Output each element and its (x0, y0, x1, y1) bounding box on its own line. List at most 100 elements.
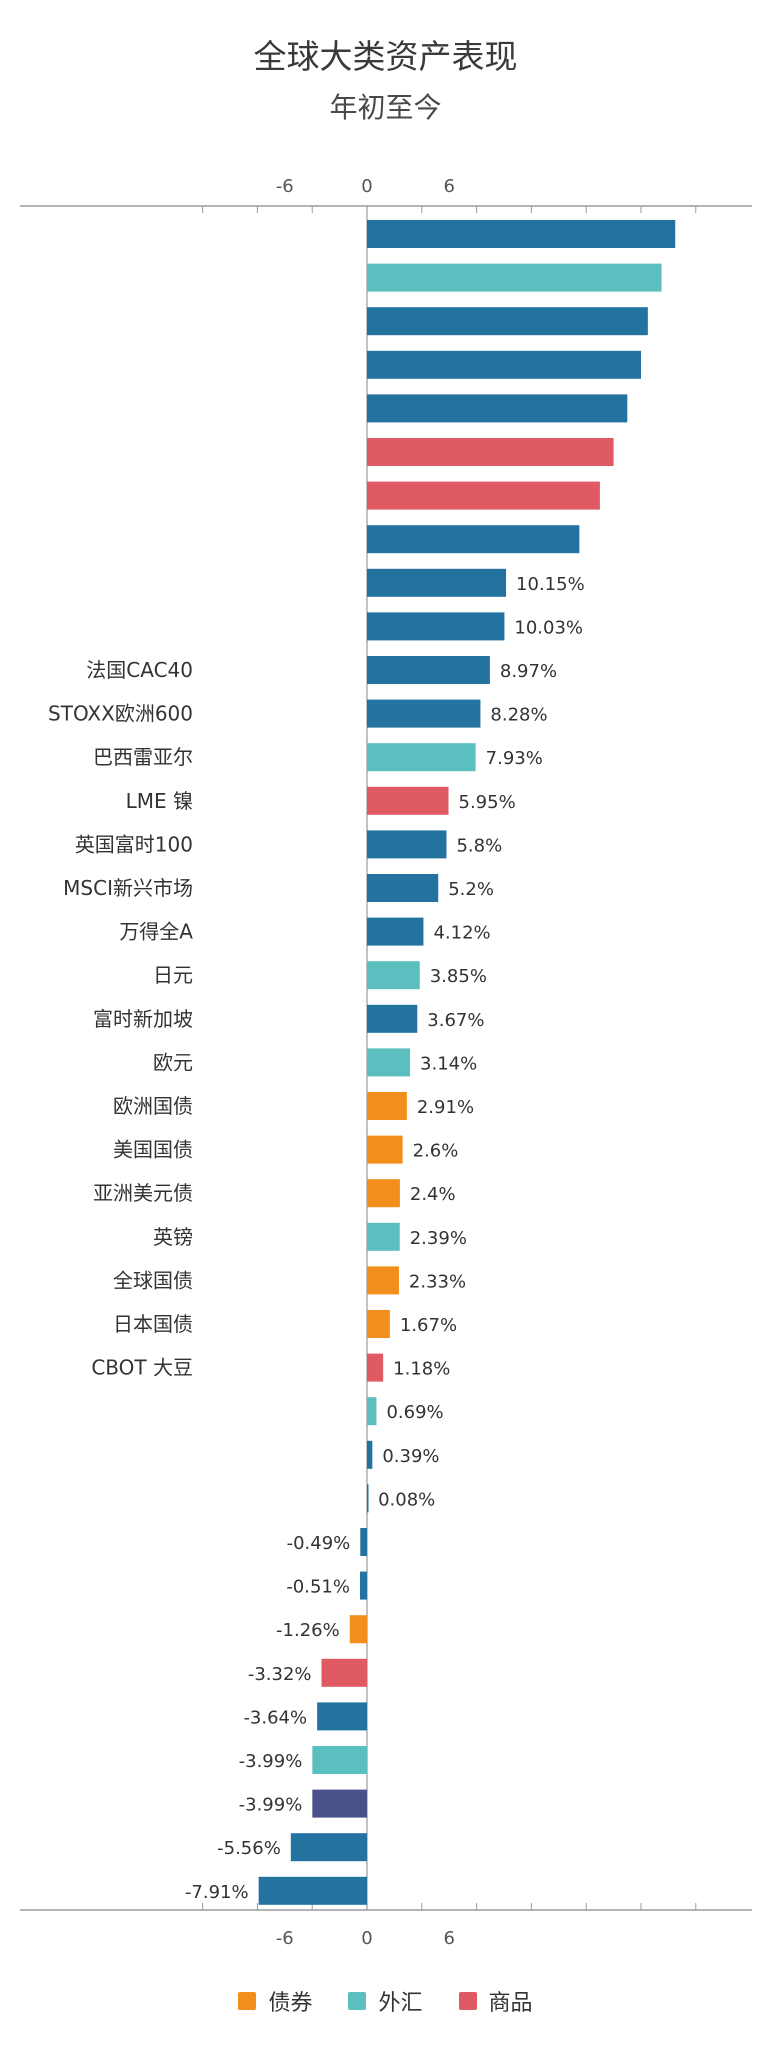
category-label: 富时新加坡 (93, 1007, 193, 1031)
bar (317, 1702, 367, 1731)
bar-value-label: 3.67% (427, 1010, 484, 1031)
category-label: 英镑 (153, 1225, 193, 1249)
bottom-axis-tick-label: 6 (443, 1928, 454, 1949)
chart-subtitle: 年初至今 (329, 91, 442, 124)
bar-value-label: 4.12% (433, 923, 490, 944)
bar-value-label: 2.6% (413, 1141, 459, 1162)
bar-value-label: 5.95% (459, 792, 516, 813)
bar (321, 1658, 367, 1687)
category-label: 日本国债 (113, 1312, 193, 1336)
bottom-axis-tick-label: 0 (361, 1928, 372, 1949)
bar-value-label: 10.03% (514, 617, 583, 638)
top-axis-tick-label: 0 (361, 176, 372, 197)
bar-value-label: 3.14% (420, 1053, 477, 1074)
bar-value-label: 1.18% (393, 1359, 450, 1380)
bar-value-label: -3.99% (239, 1751, 303, 1772)
legend-swatch (238, 1992, 257, 2010)
bar (360, 1528, 367, 1556)
category-label: 法国CAC40 (86, 658, 193, 682)
bar-value-label: 8.97% (500, 661, 557, 682)
bar (360, 1571, 367, 1600)
bar-value-label: 10.15% (516, 574, 585, 595)
bar (312, 1746, 367, 1774)
category-label: LME 镍 (126, 789, 193, 813)
bar (367, 830, 447, 859)
top-axis-tick-label: 6 (443, 176, 454, 197)
legend-label: 商品 (488, 1991, 533, 2016)
bar (367, 656, 490, 684)
bar (258, 1876, 367, 1905)
bar (367, 612, 505, 641)
bar (367, 394, 628, 423)
bar-value-label: -3.99% (239, 1795, 303, 1816)
bar-value-label: 0.69% (386, 1402, 443, 1423)
bar (367, 1353, 384, 1382)
category-label: MSCI新兴市场 (63, 876, 193, 900)
bar-value-label: 7.93% (486, 748, 543, 769)
bar (367, 220, 676, 248)
category-label: 亚洲美元债 (93, 1181, 193, 1205)
bar-value-label: -3.64% (243, 1707, 307, 1728)
bar (312, 1789, 367, 1818)
bar (367, 1266, 399, 1295)
bar-value-label: 1.67% (400, 1315, 457, 1336)
bar-value-label: 5.2% (448, 879, 494, 900)
bar (367, 917, 424, 946)
category-label: 欧洲国债 (113, 1094, 193, 1118)
bar-value-label: 0.39% (382, 1446, 439, 1467)
bar (367, 1484, 369, 1513)
category-label: 英国富时100 (75, 832, 193, 856)
bar (367, 786, 449, 815)
bar (367, 1092, 407, 1120)
bar-value-label: 2.33% (409, 1271, 466, 1292)
category-label: 日元 (153, 963, 193, 987)
legend-item: 债券 (238, 1985, 312, 2017)
legend-swatch (458, 1992, 477, 2010)
bar-value-label: 8.28% (490, 705, 547, 726)
bar (367, 568, 507, 597)
bar (367, 307, 648, 336)
bar (367, 1310, 390, 1338)
category-label: 欧元 (153, 1050, 193, 1074)
bar (367, 874, 439, 902)
bar-value-label: 2.39% (410, 1228, 467, 1249)
bar-value-label: -0.49% (287, 1533, 351, 1554)
legend-label: 外汇 (378, 1991, 423, 2016)
bar-value-label: 2.4% (410, 1184, 456, 1205)
legend: 债券 外汇 商品 (0, 1985, 771, 2017)
bar (367, 1004, 418, 1033)
top-axis-tick-label: -6 (276, 176, 294, 197)
bar (367, 350, 641, 379)
bar-value-label: -0.51% (286, 1577, 350, 1598)
bar-value-label: 5.8% (456, 835, 502, 856)
category-label: 巴西雷亚尔 (93, 745, 193, 769)
bar-value-label: -3.32% (248, 1664, 312, 1685)
chart-title: 全球大类资产表现 (253, 37, 518, 76)
bar (367, 699, 481, 728)
bar-value-label: 3.85% (430, 966, 487, 987)
bar (367, 1135, 403, 1164)
bar (367, 263, 662, 292)
bar (367, 1222, 400, 1251)
bar (367, 481, 600, 510)
legend-item: 外汇 (348, 1985, 423, 2017)
bar-value-label: 0.08% (378, 1489, 435, 1510)
bottom-axis-tick-label: -6 (276, 1928, 294, 1949)
bar (367, 743, 476, 772)
bar-value-label: -7.91% (185, 1882, 249, 1903)
legend-item: 商品 (458, 1985, 533, 2017)
category-label: CBOT 大豆 (91, 1356, 193, 1380)
legend-label: 债券 (268, 1991, 313, 2016)
bar (367, 1397, 377, 1426)
bar (367, 1048, 411, 1077)
bar (367, 525, 580, 554)
bar-value-label: 2.91% (417, 1097, 474, 1118)
bar-value-label: -1.26% (276, 1620, 340, 1641)
bar (367, 1179, 400, 1208)
category-label: 美国国债 (113, 1138, 193, 1162)
category-label: STOXX欧洲600 (48, 702, 193, 726)
bar (367, 1440, 373, 1469)
legend-swatch (348, 1992, 367, 2010)
